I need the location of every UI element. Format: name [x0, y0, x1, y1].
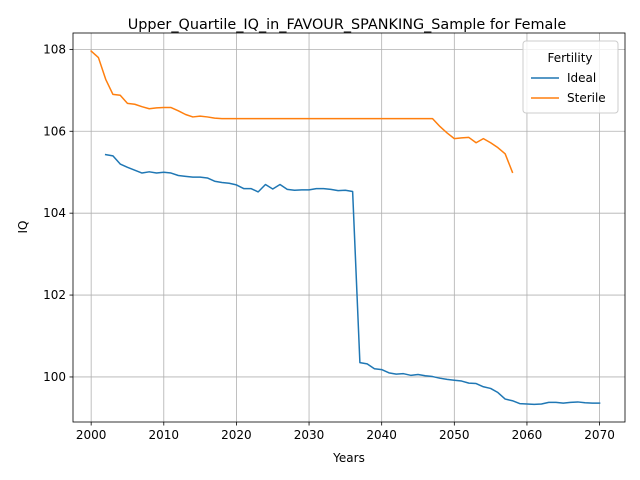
x-tick-label: 2050 — [439, 428, 470, 442]
x-tick-label: 2010 — [149, 428, 180, 442]
x-tick-label: 2030 — [294, 428, 325, 442]
x-tick-label: 2020 — [221, 428, 252, 442]
legend-frame — [522, 40, 619, 114]
y-tick-label: 104 — [43, 206, 66, 220]
series-line-sterile — [90, 49, 514, 174]
plot-frame — [72, 32, 626, 423]
x-tick-label: 2060 — [512, 428, 543, 442]
x-tick-label: 2040 — [366, 428, 397, 442]
legend-label-sterile: Sterile — [567, 91, 606, 105]
chart-title: Upper_Quartile_IQ_in_FAVOUR_SPANKING_Sam… — [128, 17, 567, 33]
series-lines — [90, 49, 601, 406]
x-axis-label: Years — [332, 451, 365, 465]
x-tick-label: 2000 — [76, 428, 107, 442]
y-axis-label: IQ — [16, 221, 30, 234]
legend-label-ideal: Ideal — [567, 71, 596, 85]
legend: Fertility Ideal Sterile — [522, 40, 619, 114]
series-line-ideal — [104, 153, 601, 406]
y-tick-label: 108 — [43, 42, 66, 56]
x-axis-ticks: 2000 2010 2020 2030 2040 2050 2060 2070 — [76, 422, 615, 442]
y-tick-label: 100 — [43, 370, 66, 384]
y-axis-ticks: 100 102 104 106 108 — [43, 42, 73, 384]
y-tick-label: 102 — [43, 288, 66, 302]
legend-title: Fertility — [547, 51, 592, 65]
y-tick-label: 106 — [43, 124, 66, 138]
x-tick-label: 2070 — [584, 428, 615, 442]
